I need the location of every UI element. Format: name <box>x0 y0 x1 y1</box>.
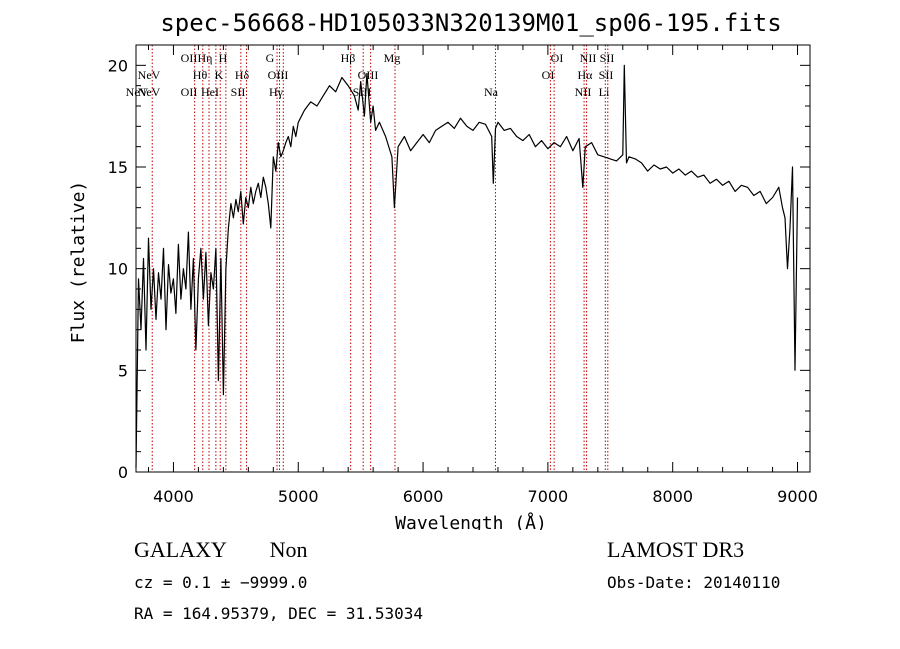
coordinates: RA = 164.95379, DEC = 31.53034 <box>134 604 423 623</box>
line-label: Mg <box>384 51 401 65</box>
line-label: K <box>215 68 224 82</box>
line-label: NeV <box>138 85 161 99</box>
line-label: NII <box>580 51 597 65</box>
line-label: OI <box>542 68 555 82</box>
plot-axes: 4000 5000 6000 7000 8000 9000 0 5 10 15 20 <box>108 44 818 506</box>
line-label: H <box>219 51 228 65</box>
x-tick-label: 9000 <box>777 487 818 506</box>
x-tick-label: 8000 <box>652 487 693 506</box>
line-label: OI <box>551 51 564 65</box>
x-tick-label: 4000 <box>153 487 194 506</box>
classification: GALAXY Non <box>134 537 307 563</box>
line-label: Na <box>484 85 499 99</box>
line-label: OIII <box>358 68 379 82</box>
line-markers <box>151 45 609 472</box>
line-label: NeV <box>138 68 161 82</box>
line-label: SII <box>600 51 615 65</box>
redshift-info: cz = 0.1 ± −9999.0 <box>134 573 308 592</box>
y-tick-label: 15 <box>108 158 128 177</box>
y-tick-label: 10 <box>108 260 128 279</box>
x-axis-label: Wavelength (Å) <box>395 512 547 530</box>
x-tick-label: 5000 <box>278 487 319 506</box>
line-label: Hγ <box>269 85 284 99</box>
x-tick-label: 6000 <box>403 487 444 506</box>
line-label: HeI <box>201 85 219 99</box>
line-label: Hη <box>198 51 213 65</box>
survey-label: LAMOST DR3 <box>607 537 745 562</box>
line-label: Hδ <box>235 68 250 82</box>
line-label: G <box>266 51 275 65</box>
y-tick-label: 5 <box>118 361 128 380</box>
y-axis-label: Flux (relative) <box>68 181 89 344</box>
line-label: SII <box>231 85 246 99</box>
line-label: SIII <box>353 85 372 99</box>
x-tick-label: 7000 <box>528 487 569 506</box>
line-label: NeV <box>126 85 149 99</box>
line-label: OII <box>181 51 198 65</box>
line-label: NII <box>575 85 592 99</box>
y-tick-label: 0 <box>118 463 128 482</box>
line-label: Hβ <box>341 51 356 65</box>
spectrum-line <box>135 64 799 468</box>
line-label: OII <box>181 85 198 99</box>
line-label: Li <box>599 85 610 99</box>
line-label: Hθ <box>193 68 208 82</box>
chart-title: spec-56668-HD105033N320139M01_sp06-195.f… <box>160 9 781 37</box>
line-label: Hα <box>578 68 594 82</box>
line-label: SII <box>599 68 614 82</box>
plot-frame <box>135 44 811 473</box>
y-tick-label: 20 <box>108 56 128 75</box>
line-label: OIII <box>268 68 289 82</box>
class-label: GALAXY <box>134 537 227 562</box>
spectrum-series <box>135 64 799 468</box>
observation-date: Obs-Date: 20140110 <box>607 573 781 592</box>
subclass-label: Non <box>269 537 308 562</box>
